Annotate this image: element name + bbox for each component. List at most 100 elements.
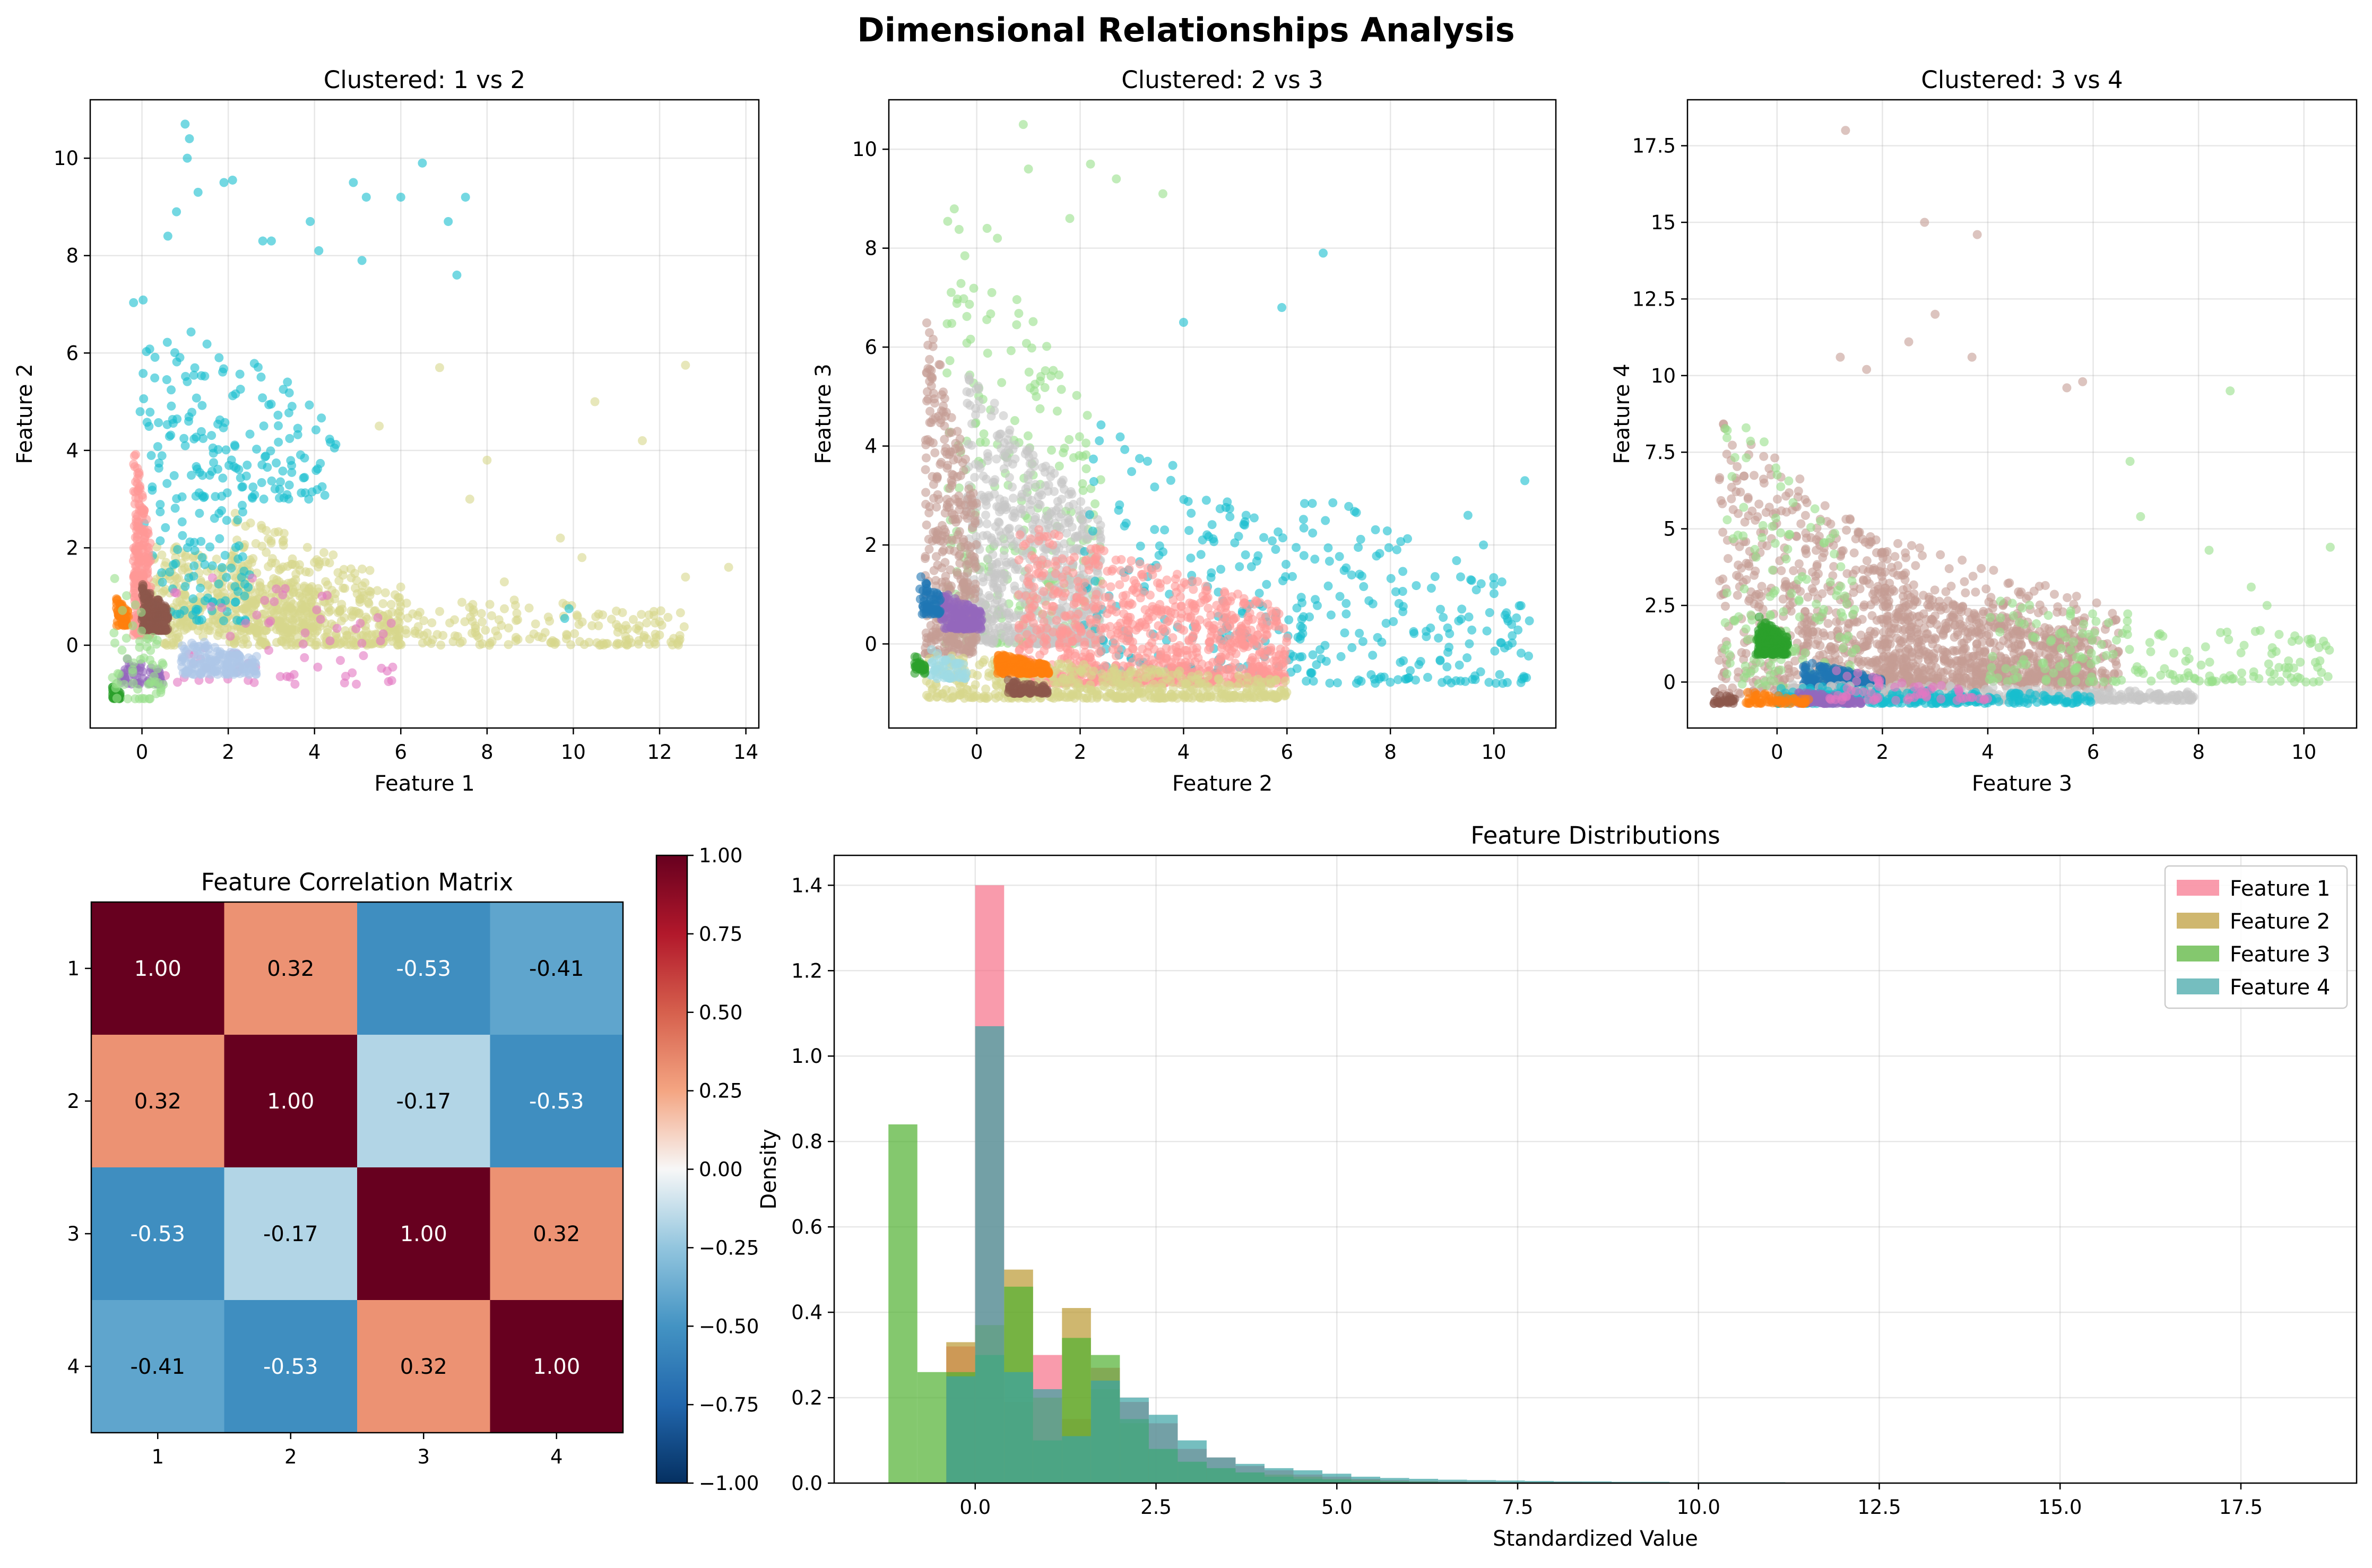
scatter-point: [171, 559, 180, 568]
scatter-point: [1061, 625, 1071, 635]
scatter-point: [1141, 653, 1150, 663]
scatter-point: [1196, 598, 1205, 608]
scatter-point: [1426, 583, 1436, 593]
scatter-point: [370, 606, 380, 616]
scatter-point: [1306, 669, 1315, 678]
scatter-point: [174, 633, 184, 642]
scatter-point: [1090, 604, 1100, 614]
scatter-point: [178, 641, 187, 651]
scatter-point: [975, 463, 985, 473]
scatter-point: [1391, 587, 1400, 596]
scatter-point: [172, 414, 182, 424]
scatter-point: [1086, 618, 1095, 628]
scatter-point: [1049, 627, 1058, 637]
scatter-point: [1456, 572, 1465, 582]
scatter-point: [1323, 581, 1333, 591]
scatter-point: [1241, 510, 1251, 520]
scatter-point: [1015, 530, 1025, 540]
scatter-point: [1221, 503, 1231, 512]
scatter-point: [272, 584, 281, 594]
scatter-point: [499, 577, 509, 587]
scatter-point: [109, 628, 119, 638]
scatter-point: [1020, 449, 1030, 458]
scatter-point: [1017, 489, 1027, 499]
scatter-point: [288, 608, 298, 618]
scatter-point: [1251, 596, 1260, 605]
scatter-point: [491, 626, 500, 636]
scatter-point: [1382, 526, 1392, 536]
scatter-point: [992, 609, 1002, 619]
scatter-point: [1156, 610, 1166, 619]
scatter-point: [1192, 648, 1201, 657]
scatter-point: [1422, 627, 1431, 636]
scatter-point: [180, 119, 190, 129]
scatter-point: [231, 389, 240, 399]
scatter-point: [955, 527, 964, 536]
scatter-point: [123, 654, 132, 663]
scatter-point: [179, 434, 189, 443]
scatter-point: [1268, 609, 1277, 619]
scatter-point: [1476, 667, 1485, 677]
scatter-point: [260, 452, 270, 462]
scatter-point: [264, 646, 274, 655]
scatter-point: [1022, 614, 1032, 623]
scatter-point: [974, 396, 984, 406]
scatter-point: [1443, 647, 1452, 657]
scatter-point: [1045, 582, 1054, 592]
scatter-point: [1489, 580, 1499, 590]
scatter-point: [232, 604, 241, 614]
scatter-point: [386, 600, 396, 609]
scatter-point: [1248, 653, 1257, 662]
scatter-point: [300, 653, 309, 662]
scatter-point: [1172, 587, 1181, 597]
scatter-point: [240, 591, 249, 601]
scatter-point: [334, 639, 344, 649]
scatter-point: [681, 572, 690, 582]
scatter-point: [161, 584, 170, 594]
scatter-point: [1455, 660, 1464, 670]
scatter-point: [217, 491, 227, 501]
scatter-point: [359, 651, 368, 661]
panel-title: Clustered: 1 vs 2: [324, 66, 525, 94]
x-axis-label: Feature 1: [374, 772, 474, 796]
scatter-point: [986, 533, 996, 543]
scatter-point: [572, 610, 582, 620]
scatter-point: [167, 640, 176, 650]
scatter-point: [1262, 579, 1271, 589]
scatter-point: [283, 561, 292, 571]
scatter-point: [1260, 650, 1269, 660]
scatter-point: [966, 642, 975, 651]
scatter-point: [189, 434, 199, 444]
scatter-point: [156, 622, 166, 632]
scatter-point: [1096, 420, 1106, 430]
scatter-point: [965, 401, 975, 410]
scatter-point: [357, 564, 367, 574]
scatter-point: [1522, 673, 1531, 682]
scatter-point: [155, 507, 165, 517]
scatter-point: [1069, 499, 1078, 509]
scatter-point: [122, 591, 131, 601]
scatter-point: [224, 461, 233, 470]
scatter-point: [1096, 634, 1106, 644]
scatter-point: [995, 507, 1005, 517]
scatter-point: [1296, 593, 1306, 602]
x-tick-label: 8: [481, 741, 494, 764]
scatter-point: [1374, 674, 1384, 683]
scatter-point: [279, 529, 289, 538]
scatter-point: [956, 279, 966, 288]
scatter-point: [129, 460, 138, 469]
scatter-point: [270, 484, 280, 493]
scatter-point: [465, 603, 474, 612]
scatter-point: [1137, 618, 1147, 627]
scatter-point: [1074, 583, 1084, 592]
scatter-point: [139, 508, 149, 518]
scatter-point: [427, 618, 437, 628]
scatter-point: [295, 560, 304, 569]
scatter-point: [1042, 640, 1051, 650]
scatter-point: [1377, 637, 1387, 647]
scatter-point: [1003, 524, 1013, 534]
scatter-point: [175, 609, 185, 619]
scatter-point: [1015, 646, 1024, 655]
scatter-point: [1496, 638, 1506, 647]
scatter-point: [264, 534, 273, 544]
